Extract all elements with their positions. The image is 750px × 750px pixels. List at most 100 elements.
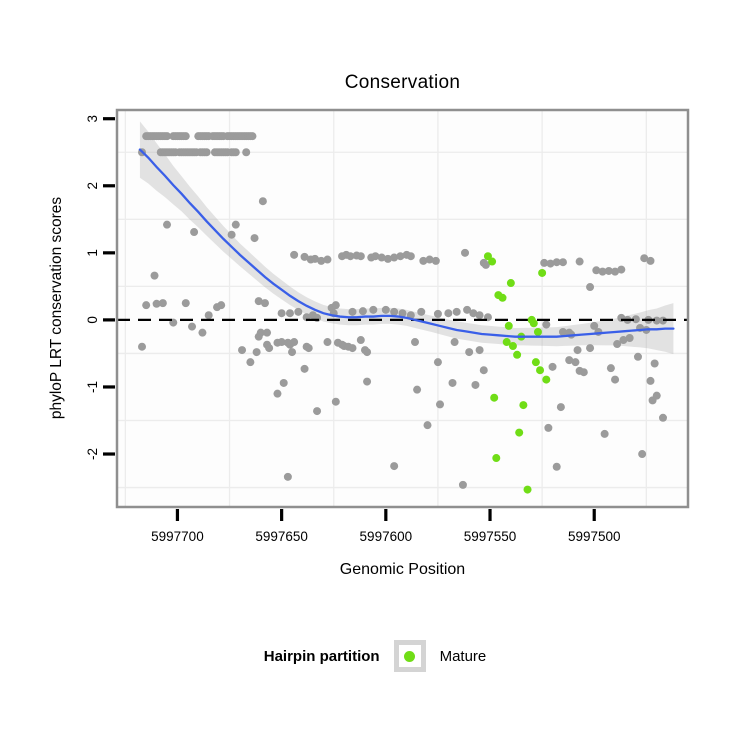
data-point-mature <box>515 428 524 437</box>
data-point <box>444 309 453 318</box>
data-point <box>638 450 647 459</box>
data-point <box>413 385 422 394</box>
data-point <box>250 234 259 243</box>
data-point <box>471 380 480 389</box>
data-point <box>277 338 286 347</box>
data-point <box>202 148 211 157</box>
data-point <box>279 378 288 387</box>
data-point <box>406 311 415 320</box>
data-point <box>590 321 599 330</box>
data-point <box>260 299 269 308</box>
data-point <box>358 307 367 316</box>
data-point <box>369 305 378 314</box>
data-point-mature <box>490 393 499 402</box>
data-point <box>254 297 263 306</box>
data-point <box>546 259 555 268</box>
panel-border <box>115 108 690 509</box>
loess-line <box>138 148 675 338</box>
data-point-mature <box>529 319 538 328</box>
data-point-mature <box>536 366 545 375</box>
data-point-mature <box>483 252 492 261</box>
data-point <box>371 252 380 261</box>
data-point <box>304 344 313 353</box>
data-point <box>613 340 622 349</box>
data-point <box>419 256 428 265</box>
data-point <box>313 407 322 416</box>
panel-background <box>117 110 688 507</box>
data-point <box>606 364 615 373</box>
chart-title: Conservation <box>344 72 461 93</box>
data-point <box>475 346 484 355</box>
data-point-mature <box>513 350 522 359</box>
data-point <box>198 328 207 337</box>
data-point <box>356 336 365 345</box>
legend: Hairpin partition Mature <box>0 640 750 672</box>
data-point <box>544 423 553 432</box>
y-tick-label: 2 <box>85 182 100 190</box>
data-point <box>552 462 561 471</box>
data-point <box>254 332 263 341</box>
data-point <box>542 320 551 329</box>
data-point <box>310 254 319 263</box>
data-point <box>398 309 407 318</box>
data-point <box>646 256 655 265</box>
x-tick-label: 5997700 <box>151 529 204 544</box>
y-tick-label: -1 <box>85 381 100 393</box>
data-point <box>619 336 628 345</box>
data-point <box>317 256 326 265</box>
data-point <box>242 148 251 157</box>
data-point <box>633 352 642 361</box>
data-point <box>552 258 561 267</box>
data-point <box>558 258 567 267</box>
data-point <box>248 132 257 141</box>
data-point <box>231 220 240 229</box>
data-point <box>431 256 440 265</box>
data-point <box>390 253 399 262</box>
data-point <box>571 358 580 367</box>
y-axis-title: phyloP LRT conservation scores <box>48 196 65 420</box>
data-point <box>448 378 457 387</box>
y-tick-label: 3 <box>85 115 100 123</box>
data-point-mature <box>538 268 547 277</box>
data-point <box>579 368 588 377</box>
data-point <box>323 255 332 264</box>
data-point-mature <box>502 338 511 347</box>
data-point <box>436 400 445 409</box>
data-point <box>356 252 365 261</box>
data-point <box>263 328 272 337</box>
data-point <box>294 307 303 316</box>
data-point <box>285 309 294 318</box>
data-point <box>586 283 595 292</box>
data-point <box>461 248 470 257</box>
data-point <box>406 252 415 261</box>
data-point <box>658 413 667 422</box>
data-point <box>163 220 172 229</box>
data-point <box>481 260 490 269</box>
data-point <box>283 472 292 481</box>
data-point <box>273 389 282 398</box>
data-point <box>625 334 634 343</box>
data-point <box>650 359 659 368</box>
data-point <box>217 301 226 310</box>
data-point <box>465 348 474 357</box>
data-point <box>565 356 574 365</box>
data-point <box>611 375 620 384</box>
data-point-mature <box>488 257 497 266</box>
data-point <box>288 348 297 357</box>
data-point <box>452 307 461 316</box>
data-point <box>181 132 190 141</box>
data-point-mature <box>531 358 540 367</box>
data-point-mature <box>542 375 551 384</box>
data-point <box>150 271 159 280</box>
data-point <box>604 266 613 275</box>
data-point <box>475 311 484 320</box>
data-point <box>290 250 299 259</box>
data-point <box>548 362 557 371</box>
data-point <box>158 299 167 308</box>
data-point <box>463 305 472 314</box>
data-point <box>331 397 340 406</box>
data-point <box>331 301 340 310</box>
data-point <box>348 307 357 316</box>
x-tick-label: 5997550 <box>464 529 517 544</box>
data-point <box>190 228 199 237</box>
